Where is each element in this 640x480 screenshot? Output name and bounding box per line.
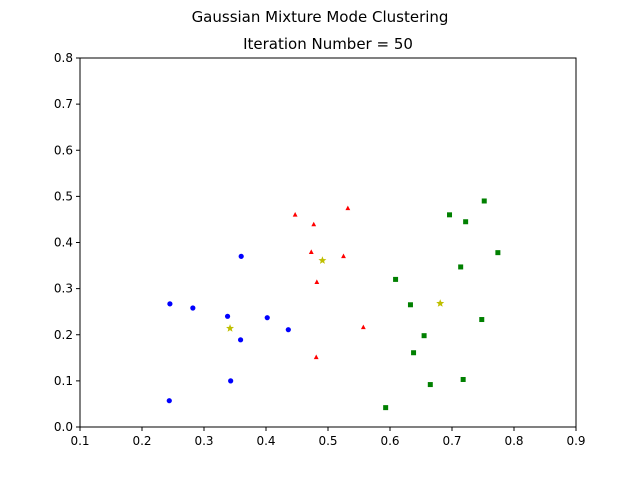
chart-title: Iteration Number = 50: [243, 35, 413, 53]
data-point-triangle: [360, 324, 366, 330]
data-point-circle: [190, 305, 196, 311]
x-tick-label: 0.6: [380, 434, 399, 448]
data-point-circle: [167, 301, 173, 307]
x-tick-label: 0.3: [194, 434, 213, 448]
data-point-star: [226, 324, 235, 332]
chart-suptitle: Gaussian Mixture Mode Clustering: [192, 8, 449, 26]
data-point-circle: [285, 327, 291, 333]
data-point-circle: [238, 253, 244, 259]
data-point-circle: [237, 337, 244, 343]
data-point-square: [421, 333, 427, 339]
data-point-circle: [228, 378, 234, 384]
data-point-star: [436, 299, 445, 307]
data-point-circle: [264, 315, 270, 321]
x-tick-label: 0.5: [318, 434, 337, 448]
data-point-triangle: [313, 354, 319, 360]
data-point-square: [407, 302, 413, 308]
x-tick-label: 0.8: [504, 434, 523, 448]
data-point-triangle: [308, 249, 314, 254]
data-point-square: [383, 405, 389, 411]
y-tick-label: 0.6: [54, 143, 73, 157]
data-point-triangle: [345, 205, 351, 211]
data-point-circle: [224, 313, 231, 319]
data-point-square: [458, 264, 464, 270]
y-tick-label: 0.2: [54, 328, 73, 342]
y-tick-label: 0.8: [54, 51, 73, 65]
data-point-triangle: [341, 253, 346, 259]
axes-frame: [79, 57, 577, 428]
data-point-square: [447, 212, 453, 218]
x-tick-label: 0.2: [132, 434, 151, 448]
data-point-square: [411, 350, 417, 356]
x-tick-label: 0.4: [256, 434, 275, 448]
y-tick-label: 0.4: [54, 236, 73, 250]
data-point-square: [460, 376, 466, 382]
data-point-square: [393, 276, 399, 282]
y-tick-label: 0.5: [54, 189, 73, 203]
y-tick-label: 0.3: [54, 282, 73, 296]
data-point-square: [463, 219, 469, 225]
plot-area: 0.1 0.2 0.3 0.4 0.5 0.6 0.7 0.8 0.90.00.10.20.30…: [54, 51, 586, 448]
x-tick-label: 0.9: [566, 434, 585, 448]
y-tick-label: 0.0: [54, 420, 73, 434]
y-tick-label: 0.7: [54, 97, 73, 111]
data-point-square: [427, 382, 433, 388]
data-point-triangle: [292, 212, 298, 217]
x-tick-label: 0.1: [70, 434, 89, 448]
x-tick-label: 0.7: [442, 434, 461, 448]
data-point-square: [481, 198, 487, 204]
data-point-triangle: [311, 221, 317, 227]
data-point-triangle: [314, 279, 320, 284]
data-point-star: [318, 256, 327, 264]
data-point-square: [479, 317, 485, 323]
data-point-square: [495, 250, 501, 256]
y-tick-label: 0.1: [54, 374, 73, 388]
data-point-circle: [166, 398, 172, 404]
